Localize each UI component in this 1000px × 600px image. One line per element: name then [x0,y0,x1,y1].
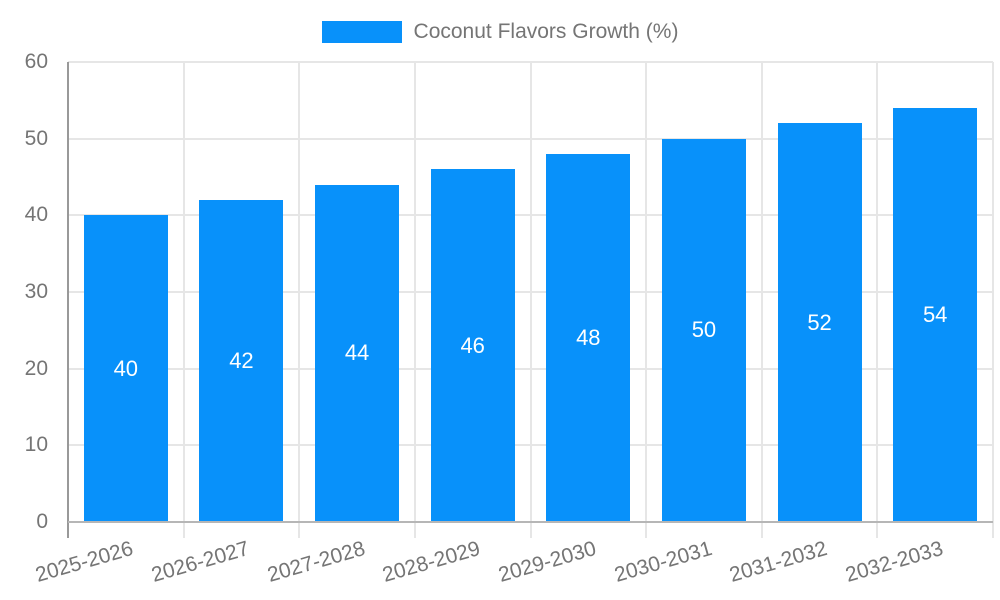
bar-value-label: 44 [344,340,370,366]
bar-2027-2028[interactable]: 44 [315,184,400,522]
x-gridline [992,62,994,538]
x-axis-label-2029-2030: 2029-2030 [495,537,599,587]
x-axis-label-2030-2031: 2030-2031 [611,537,715,587]
x-axis-label-2026-2027: 2026-2027 [148,537,252,587]
bar-value-label: 52 [807,309,832,335]
y-axis-line [67,62,69,538]
bar-value-label: 50 [691,317,717,343]
y-tick-label: 40 [24,203,48,227]
legend-swatch [321,21,402,43]
x-gridline [182,62,185,538]
plot-area: 40 42 44 46 48 50 52 54 [67,61,994,538]
bar-2031-2032[interactable]: 52 [777,123,862,522]
x-axis-label-2028-2029: 2028-2029 [380,537,484,587]
x-axis-label-2025-2026: 2025-2026 [33,537,137,587]
bar-value-label: 46 [460,332,485,358]
legend-label: Coconut Flavors Growth (%) [413,20,679,43]
x-axis-label-2032-2033: 2032-2033 [842,537,946,587]
x-gridline [298,62,301,538]
y-tick-label: 60 [24,50,48,73]
y-tick-label: 10 [24,433,48,457]
y-tick-label: 50 [24,126,48,150]
bar-2032-2033[interactable]: 54 [893,108,978,522]
bar-value-label: 48 [576,325,601,350]
y-tick-label: 30 [24,280,48,303]
bar-value-label: 40 [113,355,139,381]
bar-2030-2031[interactable]: 50 [661,138,746,522]
y-tick-label: 0 [36,510,48,533]
x-gridline [413,62,416,538]
legend[interactable]: Coconut Flavors Growth (%) [0,20,1000,44]
bar-2029-2030[interactable]: 48 [546,154,631,522]
bar-value-label: 42 [229,348,254,373]
x-axis-line [68,521,993,523]
x-axis-label-2031-2032: 2031-2032 [727,537,830,587]
x-gridline [645,62,648,538]
x-axis-label-2027-2028: 2027-2028 [264,537,368,587]
bar-2026-2027[interactable]: 42 [199,200,284,522]
x-gridline [529,62,532,538]
bar-2025-2026[interactable]: 40 [83,215,168,522]
bar-value-label: 54 [922,302,948,327]
x-gridline [876,62,879,538]
x-gridline [760,62,763,538]
y-tick-label: 20 [24,356,48,380]
bar-2028-2029[interactable]: 46 [430,169,515,522]
